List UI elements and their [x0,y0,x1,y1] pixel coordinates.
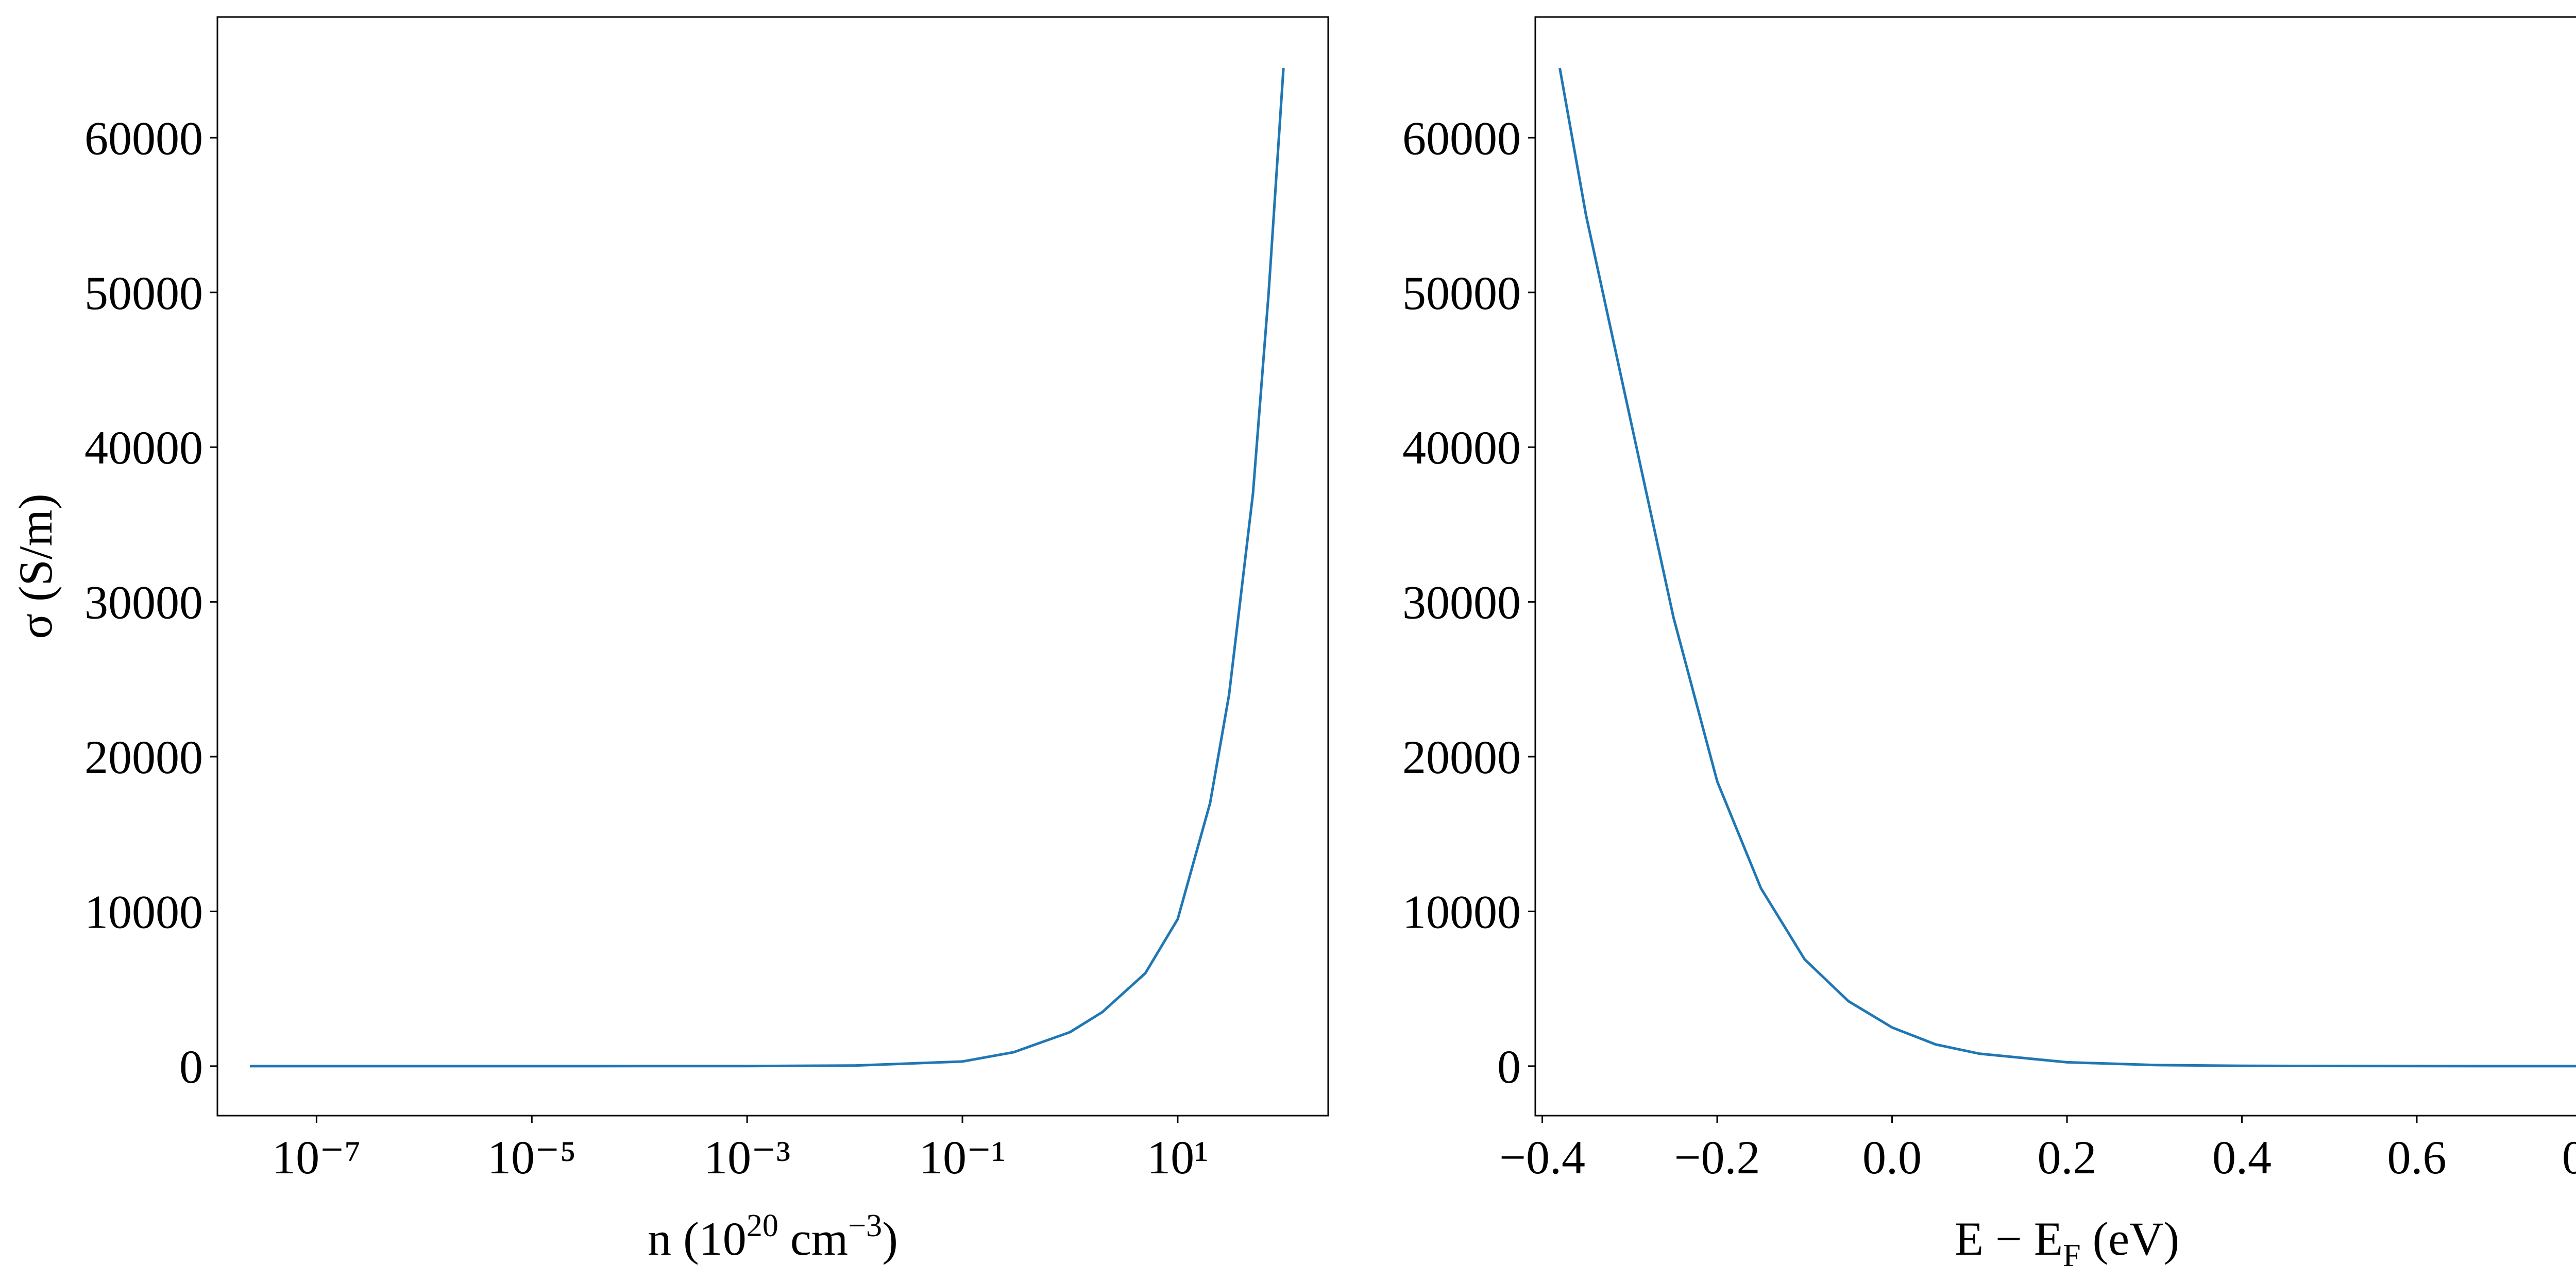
x-axis-label: E − EF (eV) [1955,1212,2179,1273]
x-axis-label-part: n (10 [648,1212,747,1265]
y-tick-label: 60000 [1402,112,1521,164]
x-tick-label: 0.4 [2212,1131,2272,1184]
y-tick-label: 50000 [84,267,203,319]
x-axis-label-part: −3 [848,1208,882,1243]
x-tick-label: −0.4 [1499,1131,1585,1184]
x-axis-label-part: 20 [747,1208,778,1243]
x-tick-label: 0.2 [2038,1131,2097,1184]
y-tick-label: 20000 [1402,731,1521,783]
x-axis-label-part: E − E [1955,1212,2063,1265]
x-axis-label-part: ) [882,1212,898,1265]
y-tick-label: 50000 [1402,267,1521,319]
axes-frame [1534,16,2576,1117]
x-tick-label: 0.0 [1862,1131,1922,1184]
y-tick-label: 10000 [1402,885,1521,938]
x-tick-label: 10⁻¹ [919,1131,1006,1184]
x-axis-label: n (1020 cm−3) [648,1208,898,1265]
axes-frame [216,16,1329,1117]
x-tick-label: −0.2 [1674,1131,1760,1184]
y-tick-label: 20000 [84,731,203,783]
x-tick-label: 10¹ [1147,1131,1209,1184]
y-tick-label: 30000 [1402,576,1521,629]
x-tick-label: 10⁻⁵ [487,1131,577,1184]
x-tick-label: 0.8 [2562,1131,2576,1184]
y-tick-label: 60000 [84,112,203,164]
x-axis-label-part: F [2063,1238,2080,1273]
y-axis-label: σ (S/m) [9,493,62,639]
y-tick-label: 0 [1497,1040,1521,1093]
data-line [1558,67,2576,1068]
x-tick-label: 0.6 [2387,1131,2446,1184]
x-axis-label-part: (eV) [2081,1212,2180,1265]
y-tick-label: 40000 [84,421,203,474]
y-tick-label: 0 [179,1040,203,1093]
y-tick-label: 10000 [84,885,203,938]
x-tick-label: 10⁻³ [704,1131,790,1184]
data-line [249,67,1285,1068]
y-tick-label: 40000 [1402,421,1521,474]
y-tick-label: 30000 [84,576,203,629]
x-axis-label-part: cm [778,1212,848,1265]
x-tick-label: 10⁻⁷ [272,1131,361,1184]
